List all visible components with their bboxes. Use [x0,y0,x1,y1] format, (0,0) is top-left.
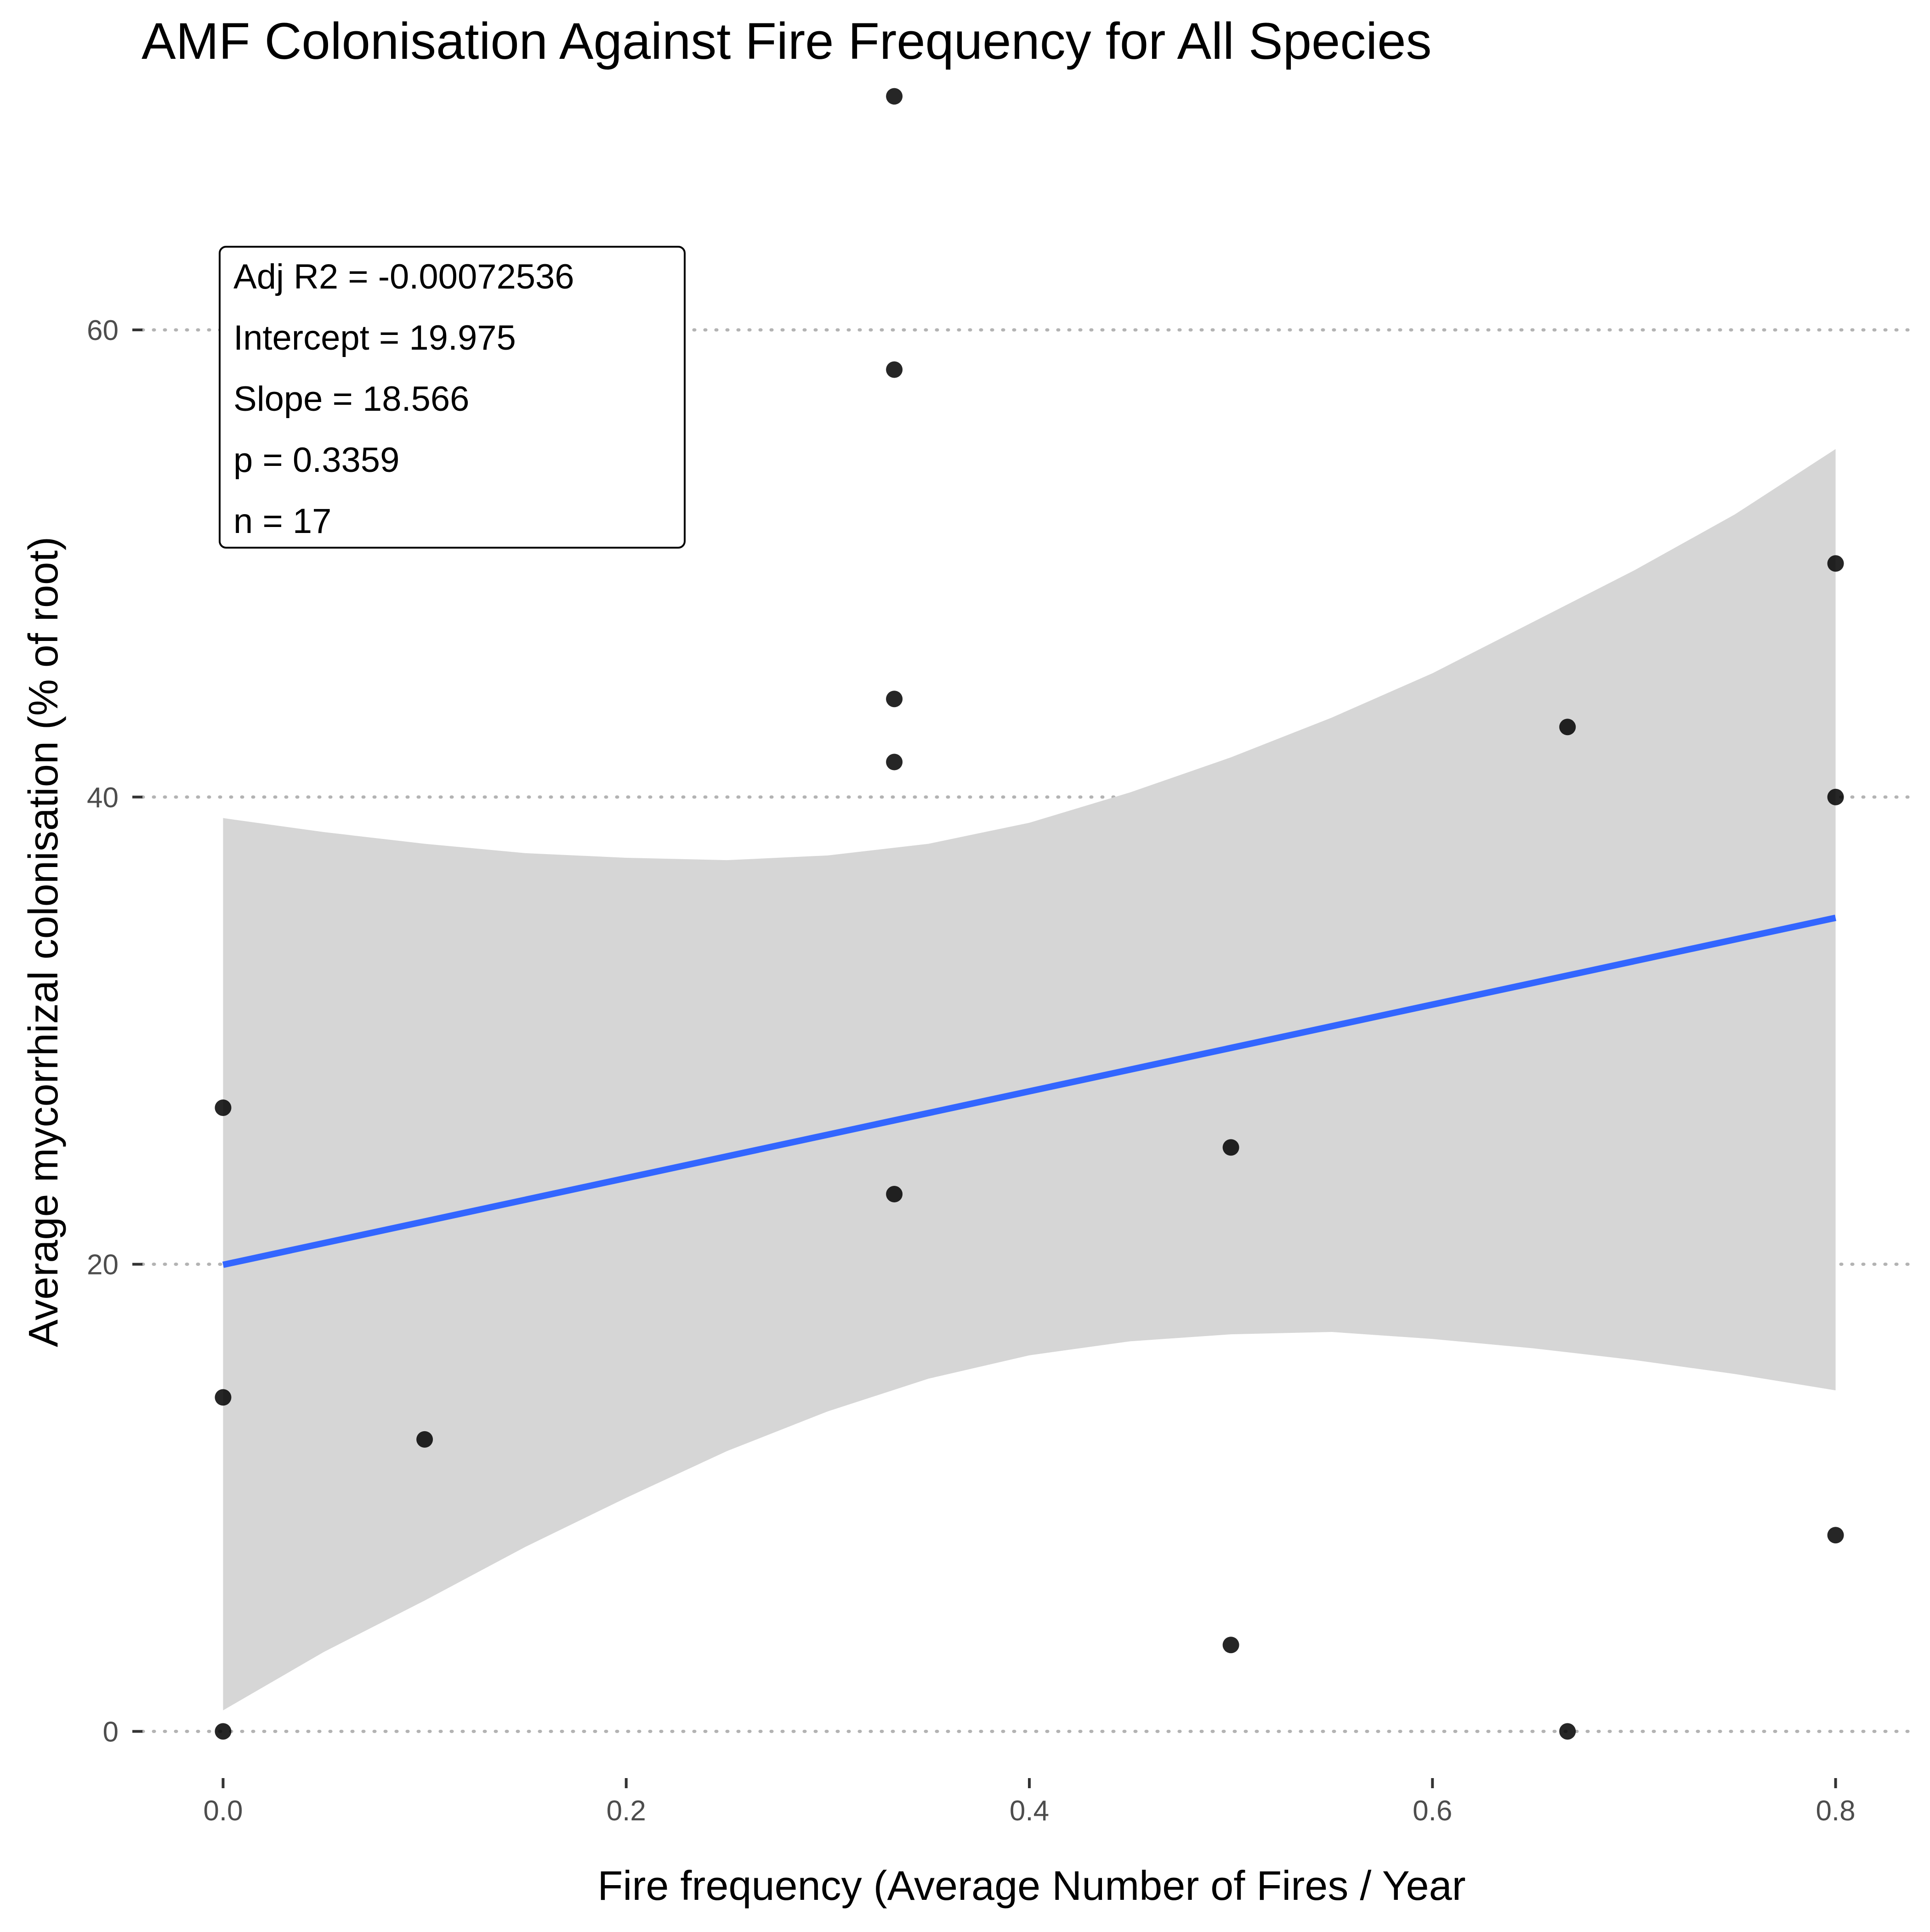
data-point-11 [1222,1139,1239,1156]
y-tick-label-40: 40 [87,782,119,814]
x-tick-label-0.0: 0.0 [203,1795,243,1827]
y-axis-label: Average mycorrhizal colonisation (% of r… [21,537,67,1347]
data-points [215,88,1844,1740]
x-tick-label-0.2: 0.2 [607,1795,646,1827]
data-point-4 [416,1431,433,1448]
stats-slope: Slope = 18.566 [233,380,469,419]
y-tick-label-0: 0 [103,1716,119,1748]
fit-line-layer [222,914,1837,1268]
data-point-15 [1827,788,1844,805]
data-point-5 [886,1186,903,1203]
data-point-6 [886,754,903,771]
data-point-10 [1222,1637,1239,1654]
data-point-2 [215,1389,232,1406]
data-point-3 [215,1099,232,1116]
data-point-9 [886,88,903,105]
data-point-8 [886,361,903,378]
confidence-band-layer [223,449,1836,1711]
axis-ticks: 0 20 40 60 0.0 0.2 0.4 0.6 0.8 [87,315,1856,1827]
data-point-16 [1827,555,1844,572]
stats-adj-r2: Adj R2 = -0.00072536 [233,257,574,296]
stats-intercept: Intercept = 19.975 [233,318,516,357]
data-point-12 [1559,1723,1576,1740]
data-point-7 [886,691,903,708]
x-tick-label-0.4: 0.4 [1010,1795,1049,1827]
y-tick-label-60: 60 [87,315,119,346]
stats-box-frame [219,246,686,549]
regression-stats-box: Adj R2 = -0.00072536 Intercept = 19.975 … [219,246,686,549]
confidence-band [223,449,1836,1711]
x-axis-label: Fire frequency (Average Number of Fires … [597,1863,1465,1909]
x-tick-label-0.8: 0.8 [1816,1795,1855,1827]
data-point-1 [215,1723,232,1740]
regression-line [222,914,1837,1268]
x-tick-label-0.6: 0.6 [1413,1795,1452,1827]
chart-title: AMF Colonisation Against Fire Frequency … [142,12,1432,70]
stats-n: n = 17 [233,502,331,541]
stats-p-value: p = 0.3359 [233,441,399,480]
data-point-14 [1827,1527,1844,1544]
y-tick-label-20: 20 [87,1249,119,1281]
data-point-13 [1559,719,1576,736]
